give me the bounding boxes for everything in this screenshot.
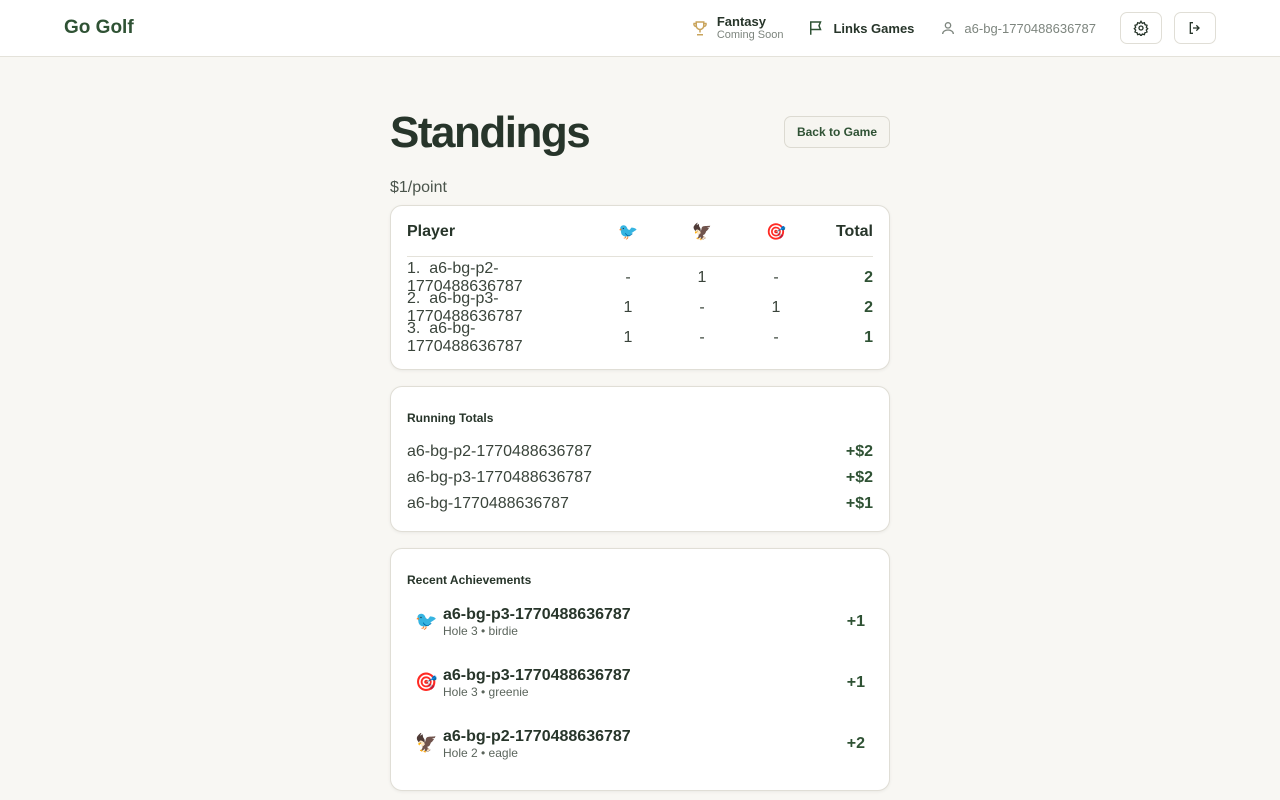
settings-button[interactable] — [1120, 12, 1162, 44]
achievement-icon: 🦅 — [415, 733, 438, 753]
recent-achievements-title: Recent Achievements — [407, 573, 532, 587]
greenie-icon: 🎯 — [766, 224, 786, 241]
point-rate: $1/point — [390, 179, 447, 196]
fantasy-sub: Coming Soon — [716, 29, 784, 41]
greenie-count: - — [773, 269, 779, 286]
username: a6-bg-1770488636787 — [964, 20, 1096, 36]
achievement-detail: Hole 3 • birdie — [443, 623, 518, 638]
standings-row: 3. a6-bg-1770488636787 1 - - 1 — [407, 320, 873, 355]
birdie-count: 1 — [623, 329, 633, 346]
flag-icon — [810, 21, 823, 35]
achievement-points: +1 — [846, 673, 865, 691]
fantasy-label: Fantasy — [716, 14, 766, 29]
player-name: 2. a6-bg-p3-1770488636787 — [407, 290, 523, 325]
amount: +$1 — [845, 495, 873, 512]
running-totals-card: Running Totals a6-bg-p2-1770488636787 +$2… — [390, 386, 890, 532]
eagle-count: - — [699, 299, 705, 316]
total-points: 2 — [864, 299, 873, 316]
standings-header: Player 🐦 🦅 🎯 Total — [407, 222, 873, 257]
player-name: 1. a6-bg-p2-1770488636787 — [407, 260, 523, 295]
standings-card: Player 🐦 🦅 🎯 Total 1. a6-bg-p2-177048863… — [390, 205, 890, 370]
running-totals-title: Running Totals — [407, 411, 494, 425]
running-total-row: a6-bg-p2-1770488636787 +$2 — [407, 443, 873, 469]
birdie-count: - — [625, 269, 631, 286]
player-name: a6-bg-1770488636787 — [407, 495, 569, 512]
player-name: 3. a6-bg-1770488636787 — [407, 320, 523, 355]
trophy-icon — [692, 21, 707, 36]
greenie-count: - — [773, 329, 779, 346]
top-nav: Go Golf Fantasy Coming Soon Links Games a… — [0, 0, 1280, 57]
standings-row: 1. a6-bg-p2-1770488636787 - 1 - 2 — [407, 260, 873, 295]
achievement-icon: 🐦 — [415, 611, 438, 631]
fantasy-link[interactable]: Fantasy Coming Soon — [691, 14, 784, 41]
logout-icon — [1189, 22, 1200, 34]
player-header: Player — [407, 223, 456, 240]
back-to-game-button[interactable]: Back to Game — [783, 116, 890, 148]
achievement-icon: 🎯 — [415, 672, 438, 692]
player-name: a6-bg-p3-1770488636787 — [443, 605, 631, 623]
eagle-count: - — [699, 329, 705, 346]
gear-icon — [1133, 20, 1149, 36]
achievement-points: +1 — [846, 612, 865, 630]
user-profile[interactable]: a6-bg-1770488636787 — [940, 20, 1096, 36]
running-total-row: a6-bg-1770488636787 +$1 — [407, 495, 873, 521]
page-title: Standings — [390, 108, 591, 157]
player-name: a6-bg-p2-1770488636787 — [443, 727, 631, 745]
player-name: a6-bg-p2-1770488636787 — [407, 443, 593, 460]
links-games-link[interactable]: Links Games — [807, 19, 914, 37]
amount: +$2 — [845, 469, 873, 486]
eagle-icon: 🦅 — [692, 224, 712, 241]
achievement-detail: Hole 2 • eagle — [443, 745, 518, 760]
amount: +$2 — [845, 443, 873, 460]
total-points: 1 — [864, 329, 873, 346]
achievement-detail: Hole 3 • greenie — [443, 684, 529, 699]
standings-row: 2. a6-bg-p3-1770488636787 1 - 1 2 — [407, 290, 873, 325]
eagle-count: 1 — [697, 269, 707, 286]
birdie-count: 1 — [623, 299, 633, 316]
birdie-icon: 🐦 — [618, 224, 638, 241]
greenie-count: 1 — [771, 299, 781, 316]
links-games-label: Links Games — [833, 20, 915, 36]
logo[interactable]: Go Golf — [64, 17, 134, 38]
running-total-row: a6-bg-p3-1770488636787 +$2 — [407, 469, 873, 495]
recent-achievements-card: Recent Achievements 🐦 a6-bg-p3-1770488636… — [390, 548, 890, 791]
achievement-points: +2 — [846, 734, 865, 752]
achievement-item: 🦅 a6-bg-p2-1770488636787 Hole 2 • eagle +2 — [407, 713, 873, 774]
logout-button[interactable] — [1174, 12, 1216, 44]
achievement-item: 🎯 a6-bg-p3-1770488636787 Hole 3 • greenie +… — [407, 652, 873, 713]
player-name: a6-bg-p3-1770488636787 — [443, 666, 631, 684]
player-name: a6-bg-p3-1770488636787 — [407, 469, 593, 486]
total-points: 2 — [864, 269, 873, 286]
total-header: Total — [835, 223, 873, 240]
achievement-item: 🐦 a6-bg-p3-1770488636787 Hole 3 • birdie +1 — [407, 591, 873, 652]
user-icon — [942, 22, 955, 35]
